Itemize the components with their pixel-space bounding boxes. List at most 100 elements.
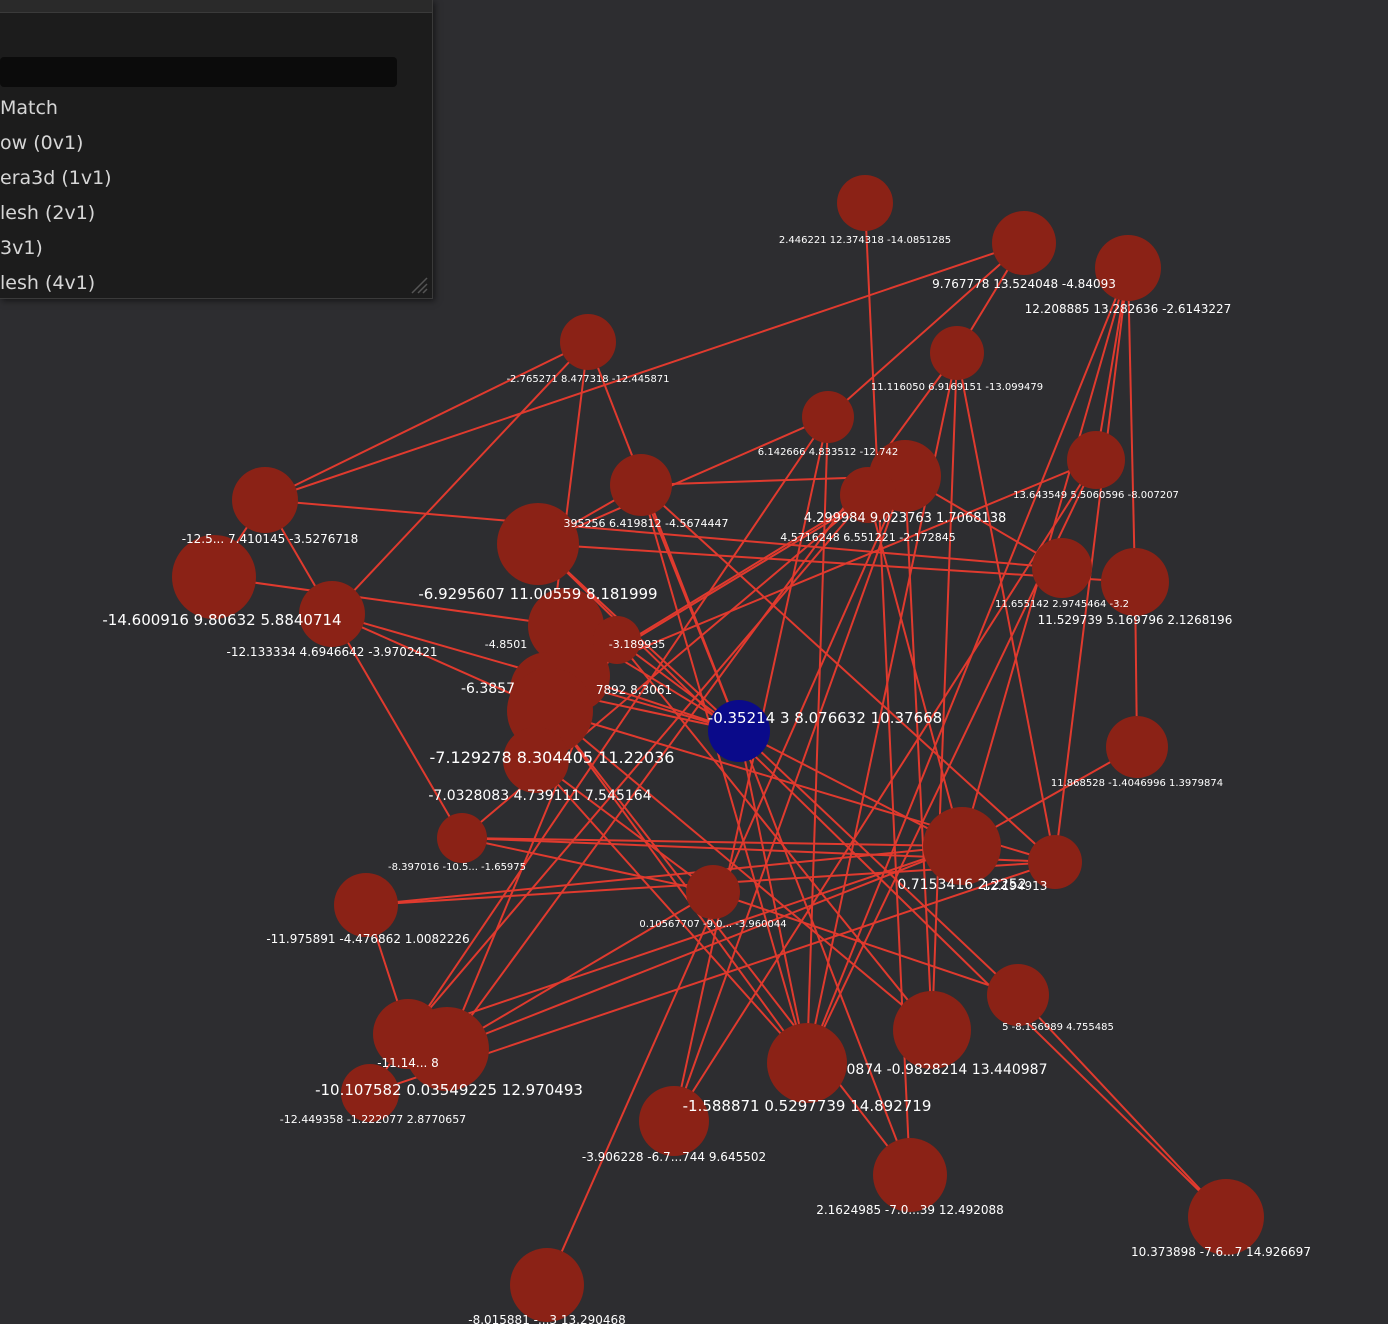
graph-node-label: 395256 6.419812 -4.5674447 [564, 517, 729, 530]
resize-grip-icon[interactable] [410, 276, 428, 294]
graph-edge [264, 499, 463, 839]
graph-node-label: 11.655142 2.9745464 -3.2 [995, 599, 1129, 610]
graph-node[interactable] [172, 535, 256, 619]
graph-node-label: 4.5716248 6.551221 -2.172845 [780, 531, 955, 544]
panel-list-item[interactable]: lesh (2v1) [0, 202, 96, 224]
graph-node[interactable] [840, 467, 896, 523]
graph-node[interactable] [767, 1023, 847, 1103]
graph-edge [616, 639, 933, 1031]
graph-edge [407, 845, 963, 1035]
graph-node[interactable] [1188, 1179, 1264, 1255]
panel-list-item[interactable]: era3d (1v1) [0, 167, 112, 189]
graph-node[interactable] [802, 391, 854, 443]
graph-node-label: -12.133334 4.6946642 -3.9702421 [227, 645, 438, 659]
graph-node[interactable] [593, 616, 641, 664]
graph-node-label: -11.14... 8 [377, 1056, 439, 1070]
graph-node-label: -6.3857 [461, 681, 515, 697]
graph-node-label: -7.129278 8.304405 11.22036 [430, 748, 675, 767]
graph-node-label: 6.142666 4.833512 -12.742 [758, 447, 898, 458]
panel-list-item[interactable]: Match [0, 97, 58, 119]
graph-node[interactable] [930, 326, 984, 380]
graph-node-label: -3.189935 [609, 638, 665, 651]
graph-edge [806, 267, 1129, 1064]
graph-edge [673, 459, 1097, 1122]
graph-edge [264, 499, 1063, 569]
graph-node-label: 2.446221 12.374318 -14.0851285 [779, 235, 951, 246]
panel-list: Match ow (0v1) era3d (1v1) lesh (2v1) 3v… [0, 91, 112, 301]
graph-node-label: -3.906228 -6.7...744 9.645502 [582, 1150, 766, 1164]
graph-node[interactable] [992, 211, 1056, 275]
graph-edge [461, 837, 963, 847]
graph-node[interactable] [341, 1064, 399, 1122]
graph-node[interactable] [1095, 235, 1161, 301]
scene-hierarchy-panel: Match ow (0v1) era3d (1v1) lesh (2v1) 3v… [0, 0, 433, 299]
graph-node-label: 0.10567707 -9.0... -3.960044 [639, 919, 786, 930]
graph-edge [549, 710, 808, 1064]
graph-node[interactable] [923, 807, 1001, 885]
graph-node[interactable] [1032, 538, 1092, 598]
graph-node[interactable] [1067, 431, 1125, 489]
panel-search-input[interactable] [0, 57, 397, 87]
graph-node-label: -6.9295607 11.00559 8.181999 [418, 585, 657, 603]
graph-node[interactable] [639, 1086, 709, 1156]
graph-node-label: -0.35214 3 8.076632 10.37668 [708, 709, 942, 727]
graph-node[interactable] [299, 581, 365, 647]
graph-edge [640, 484, 1056, 863]
graph-node[interactable] [610, 454, 672, 516]
graph-node[interactable] [686, 865, 740, 919]
graph-nodes [172, 175, 1264, 1322]
graph-node[interactable] [334, 873, 398, 937]
graph-node-label: 0.7153416 2.2252 [897, 877, 1026, 893]
graph-node-labels: 2.446221 12.374318 -14.0851285 9.767778 1… [102, 235, 1311, 1324]
graph-edge [806, 416, 829, 1064]
graph-node-label: 11.116050 6.9169151 -13.099479 [871, 382, 1043, 393]
selected-graph-node[interactable] [708, 700, 770, 762]
panel-list-item[interactable]: 3v1) [0, 237, 43, 259]
graph-node-label: -7.0328083 4.739111 7.545164 [428, 788, 651, 804]
graph-node-label: -4.8501 [485, 638, 527, 651]
graph-node-label: -12.5... 7.410145 -3.5276718 [182, 532, 359, 546]
graph-node[interactable] [1101, 548, 1169, 616]
graph-node[interactable] [437, 813, 487, 863]
graph-edge [535, 759, 808, 1064]
graph-edge [331, 341, 589, 615]
graph-edge [956, 352, 1056, 863]
graph-node-label: -14.600916 9.80632 5.8840714 [102, 611, 341, 629]
graph-edge [537, 543, 1227, 1218]
graph-edge [1127, 267, 1136, 583]
graph-edge [640, 484, 740, 732]
graph-edge [446, 891, 714, 1050]
graph-node-label: 10.373898 -7.6...7 14.926697 [1131, 1245, 1311, 1259]
graph-edge [264, 341, 589, 501]
graph-node[interactable] [1106, 716, 1168, 778]
graph-edge [549, 710, 911, 1176]
graph-edge [365, 845, 963, 906]
graph-node-label: 0874 -0.9828214 13.440987 [847, 1062, 1048, 1078]
graph-node-label: 2.1624985 -7.0...39 12.492088 [816, 1203, 1004, 1217]
graph-edge [738, 730, 1019, 996]
graph-node[interactable] [987, 964, 1049, 1026]
graph-edge [264, 242, 1025, 501]
graph-node[interactable] [560, 314, 616, 370]
graph-edge [867, 494, 963, 847]
graph-node[interactable] [497, 503, 579, 585]
graph-edge [213, 576, 567, 627]
graph-node[interactable] [837, 175, 893, 231]
panel-list-item[interactable]: lesh (4v1) [0, 272, 96, 294]
graph-node-label: -1.588871 0.5297739 14.892719 [683, 1097, 932, 1115]
graph-node[interactable] [405, 1007, 489, 1091]
panel-list-item[interactable]: ow (0v1) [0, 132, 84, 154]
panel-titlebar[interactable] [0, 0, 432, 13]
graph-node-label: -10.107582 0.03549225 12.970493 [315, 1081, 583, 1099]
graph-edge [738, 730, 963, 847]
graph-node[interactable] [1028, 835, 1082, 889]
graph-node[interactable] [893, 991, 971, 1069]
graph-node[interactable] [510, 1248, 584, 1322]
graph-node[interactable] [232, 467, 298, 533]
graph-node-label: -8.015881 -...3 13.290468 [468, 1313, 626, 1324]
graph-node[interactable] [503, 727, 569, 793]
graph-node[interactable] [873, 1138, 947, 1212]
graph-edge [738, 730, 911, 1176]
graph-edge [461, 837, 714, 893]
